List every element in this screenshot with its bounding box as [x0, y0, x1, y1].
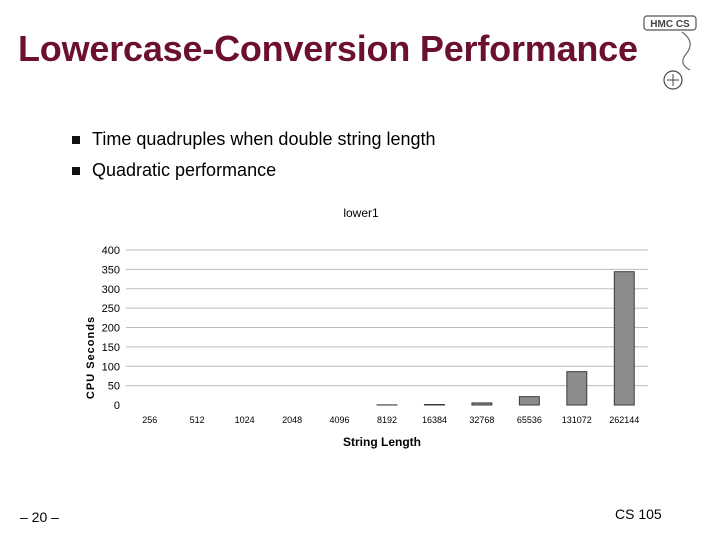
bar [471, 402, 493, 406]
x-tick-label: 32768 [469, 415, 494, 425]
x-tick-label: 2048 [282, 415, 302, 425]
bar-chart: lower1 0 50 100 150 200 250 300 350 400 CPU Second… [85, 206, 648, 449]
hmc-cs-logo-icon: HMC CS [643, 15, 697, 90]
y-tick-label: 150 [102, 342, 120, 354]
x-tick-label: 512 [190, 415, 205, 425]
x-axis-label: String Length [343, 435, 421, 449]
course-label: CS 105 [615, 506, 662, 522]
bullet-square-icon [72, 166, 80, 175]
y-tick-label: 250 [102, 303, 120, 315]
y-axis-label: CPU Seconds [85, 316, 97, 399]
bullet-list: Time quadruples when double string lengt… [72, 124, 436, 186]
bullet-text: Quadratic performance [92, 160, 277, 180]
bullet-item: Time quadruples when double string lengt… [72, 124, 436, 155]
y-tick-label: 0 [114, 400, 120, 412]
y-tick-label: 300 [102, 284, 120, 296]
page-number: – 20 – [20, 509, 59, 525]
bar [518, 396, 540, 406]
x-tick-label: 262144 [609, 415, 639, 425]
bar [566, 371, 588, 406]
x-tick-label: 256 [142, 415, 157, 425]
bullet-text: Time quadruples when double string lengt… [92, 129, 436, 149]
bullet-square-icon [72, 135, 80, 144]
y-tick-label: 400 [102, 245, 120, 257]
x-tick-label: 1024 [235, 415, 255, 425]
x-tick-label: 131072 [562, 415, 592, 425]
y-tick-label: 50 [108, 381, 120, 393]
x-tick-label: 4096 [330, 415, 350, 425]
y-tick-label: 350 [102, 264, 120, 276]
y-tick-label: 200 [102, 323, 120, 335]
x-tick-label: 65536 [517, 415, 542, 425]
chart-title: lower1 [343, 206, 379, 220]
x-tick-label: 16384 [422, 415, 447, 425]
bar [613, 271, 635, 406]
bullet-item: Quadratic performance [72, 155, 436, 186]
x-tick-label: 8192 [377, 415, 397, 425]
slide-title: Lowercase-Conversion Performance [18, 28, 638, 69]
logo-text: HMC CS [650, 19, 690, 30]
bar [423, 403, 445, 406]
y-tick-label: 100 [102, 361, 120, 373]
